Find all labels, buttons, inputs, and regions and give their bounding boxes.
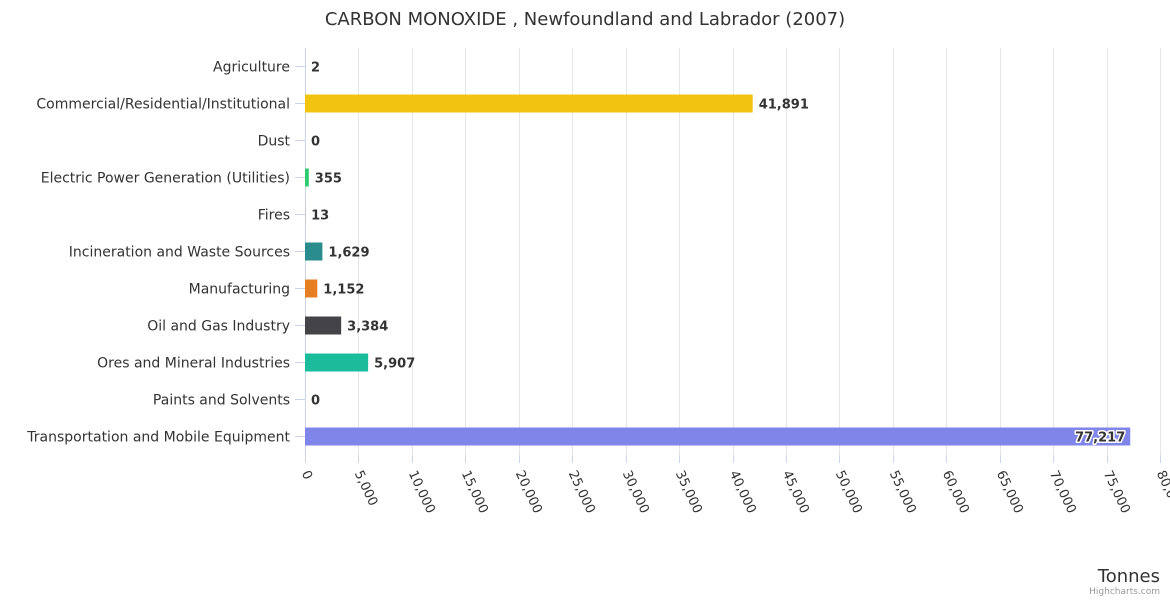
data-label: 1,629 xyxy=(328,246,369,261)
x-tick-label: 55,000 xyxy=(886,468,919,516)
data-label: 0 xyxy=(311,394,320,409)
bar[interactable] xyxy=(305,316,342,335)
category-label: Dust xyxy=(258,134,291,150)
x-tick-label: 35,000 xyxy=(672,468,705,516)
data-label: 77,217 xyxy=(1075,431,1125,446)
x-axis-title: Tonnes xyxy=(1097,566,1160,587)
data-label: 0 xyxy=(311,135,320,150)
x-tick-label: 65,000 xyxy=(993,468,1026,516)
x-tick-label: 60,000 xyxy=(939,468,972,516)
x-tick-label: 5,000 xyxy=(351,468,380,508)
x-tick-label: 50,000 xyxy=(832,468,865,516)
data-label: 3,384 xyxy=(347,320,388,335)
x-tick-label: 30,000 xyxy=(619,468,652,516)
grid-lines xyxy=(358,48,1161,455)
data-label: 41,891 xyxy=(759,98,809,113)
x-tick-label: 40,000 xyxy=(726,468,759,516)
bar[interactable] xyxy=(305,427,1131,446)
category-label: Transportation and Mobile Equipment xyxy=(26,430,290,446)
bar[interactable] xyxy=(305,168,309,187)
x-tick-label: 20,000 xyxy=(512,468,545,516)
category-label: Ores and Mineral Industries xyxy=(97,356,290,372)
x-tick-label: 25,000 xyxy=(565,468,598,516)
category-label: Manufacturing xyxy=(189,282,290,298)
bars xyxy=(305,57,1131,446)
x-tick-label: 45,000 xyxy=(779,468,812,516)
bar[interactable] xyxy=(305,353,369,372)
category-label: Oil and Gas Industry xyxy=(147,319,290,335)
category-label: Fires xyxy=(258,208,290,224)
bar[interactable] xyxy=(305,242,323,261)
category-label: Incineration and Waste Sources xyxy=(69,245,290,261)
category-label: Commercial/Residential/Institutional xyxy=(36,97,290,113)
data-label: 355 xyxy=(315,172,342,187)
data-label: 13 xyxy=(311,209,329,224)
x-tick-label: 15,000 xyxy=(458,468,491,516)
x-tick-label: 75,000 xyxy=(1100,468,1133,516)
data-label: 1,152 xyxy=(323,283,364,298)
x-tick-label: 80,000 xyxy=(1153,468,1170,516)
category-labels: Agriculture Commercial/Residential/Instit… xyxy=(26,60,305,446)
x-tick-label: 0 xyxy=(298,468,315,482)
data-label: 5,907 xyxy=(374,357,415,372)
data-label: 2 xyxy=(311,61,320,76)
credit-link[interactable]: Highcharts.com xyxy=(1089,587,1160,597)
category-label: Paints and Solvents xyxy=(153,393,290,409)
chart-title: CARBON MONOXIDE , Newfoundland and Labra… xyxy=(325,9,845,30)
category-label: Electric Power Generation (Utilities) xyxy=(41,171,290,187)
x-tick-label: 10,000 xyxy=(405,468,438,516)
x-tick-label: 70,000 xyxy=(1046,468,1079,516)
bar[interactable] xyxy=(305,279,318,298)
data-labels: 2 41,891 0 355 13 1,629 1,152 3,384 5,907 0 77,217 xyxy=(311,61,1127,448)
category-label: Agriculture xyxy=(213,60,290,76)
bar[interactable] xyxy=(305,94,753,113)
